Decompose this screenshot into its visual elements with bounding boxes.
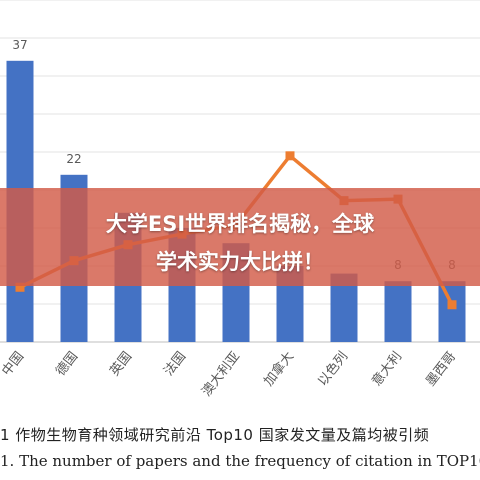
x-tick-label: 中国	[0, 349, 27, 379]
line-point-中国	[15, 282, 25, 292]
bar-墨西哥	[438, 281, 466, 342]
headline-line-1: 大学ESI世界排名揭秘，全球	[105, 212, 375, 236]
x-tick-label: 德国	[53, 349, 81, 379]
x-tick-label: 加拿大	[261, 349, 298, 390]
x-tick-label: 英国	[107, 349, 135, 379]
x-tick-label: 墨西哥	[423, 349, 459, 389]
x-tick-label: 意大利	[369, 349, 406, 390]
data-label: 37	[12, 38, 27, 52]
figure-caption-chinese: 1 作物生物育种领域研究前沿 Top10 国家发文量及篇均被引频	[0, 426, 430, 444]
headline-line-2: 学术实力大比拼！	[156, 250, 324, 274]
bar-意大利	[384, 281, 412, 342]
x-tick-label: 澳大利亚	[199, 349, 244, 400]
figure-caption-english: 1. The number of papers and the frequenc…	[0, 452, 480, 470]
x-tick-label: 以色列	[315, 349, 352, 390]
line-point-加拿大	[285, 151, 295, 161]
headline-banner	[0, 188, 480, 286]
data-label: 22	[66, 152, 81, 166]
x-tick-label: 法国	[161, 349, 189, 379]
line-point-墨西哥	[447, 300, 457, 310]
x-axis-tick-labels: 中国 德国 英国 法国 澳大利亚 加拿大 以色列 意大利 墨西哥	[0, 349, 459, 400]
